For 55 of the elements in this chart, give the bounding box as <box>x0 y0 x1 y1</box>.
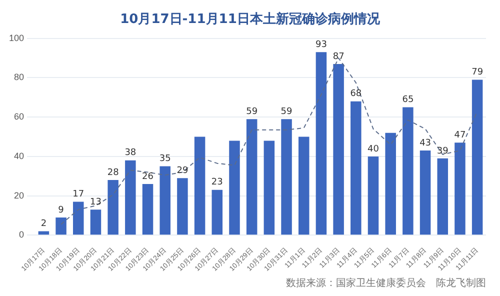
data-label: 87 <box>332 52 344 62</box>
bar <box>472 80 483 235</box>
data-label: 17 <box>72 190 84 200</box>
data-label: 59 <box>246 106 258 117</box>
bar <box>385 132 396 235</box>
data-label: 65 <box>402 95 414 106</box>
bar <box>177 178 188 235</box>
bar <box>298 136 310 235</box>
bar <box>402 107 414 235</box>
bar <box>350 101 362 235</box>
data-label: 93 <box>315 40 327 50</box>
data-label: 59 <box>280 106 293 117</box>
y-tick-label: 0 <box>19 230 24 240</box>
data-label: 79 <box>472 68 484 78</box>
bar <box>38 231 50 235</box>
source-note: 数据来源：国家卫生健康委员会 陈龙飞制图 <box>286 276 486 290</box>
data-label: 28 <box>107 168 120 178</box>
bar <box>420 150 431 235</box>
data-label: 26 <box>142 172 154 182</box>
y-tick-label: 40 <box>14 150 24 161</box>
data-label: 40 <box>368 144 380 154</box>
bar <box>142 184 154 235</box>
bar <box>229 140 240 235</box>
y-tick-label: 80 <box>14 72 24 82</box>
data-label: 35 <box>159 154 171 164</box>
y-tick-label: 100 <box>8 32 24 43</box>
bar <box>368 156 379 235</box>
data-label: 47 <box>454 130 466 141</box>
bar <box>264 140 275 235</box>
bar <box>56 217 66 235</box>
data-label: 39 <box>436 146 449 156</box>
bar <box>160 166 170 235</box>
bar <box>125 160 136 235</box>
y-tick-label: 20 <box>14 190 24 200</box>
bar <box>437 158 448 235</box>
bar <box>333 64 344 235</box>
bar <box>90 210 102 235</box>
data-label: 2 <box>40 219 47 230</box>
bar <box>73 202 84 235</box>
data-label: 13 <box>90 197 102 208</box>
data-label: 68 <box>350 89 362 100</box>
data-label: 9 <box>58 205 64 216</box>
data-label: 23 <box>211 178 223 188</box>
data-label: 43 <box>420 138 432 148</box>
bar <box>246 119 258 235</box>
bar <box>212 190 223 235</box>
bar <box>281 119 292 235</box>
y-tick-label: 60 <box>14 112 24 122</box>
data-label: 38 <box>124 148 136 158</box>
data-label: 29 <box>176 166 188 176</box>
bar <box>316 52 327 235</box>
bar <box>454 142 466 235</box>
bar <box>108 180 118 235</box>
chart-title: 10月17日-11月11日本土新冠确诊病例情况 <box>119 10 381 28</box>
bar <box>194 136 206 235</box>
